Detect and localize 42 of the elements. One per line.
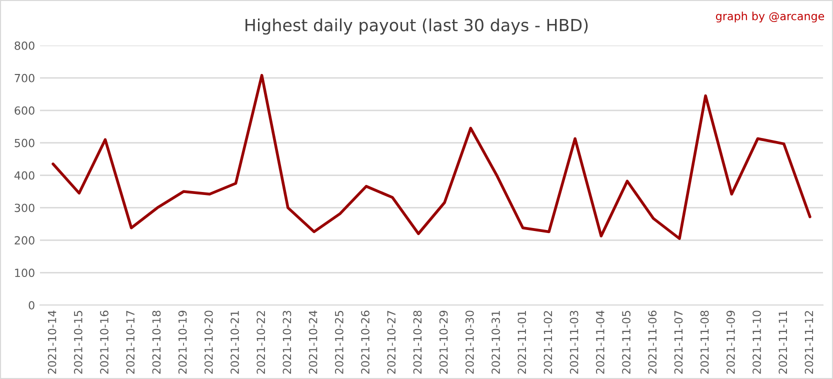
x-tick-label: 2021-11-03 [570,310,578,374]
x-tick-label: 2021-11-01 [518,310,526,374]
chart-title: Highest daily payout (last 30 days - HBD) [246,18,588,35]
x-tick-label: 2021-10-20 [204,310,213,374]
x-tick-label: 2021-10-15 [74,310,82,374]
y-tick-label: 200 [14,236,34,245]
x-tick-label: 2021-10-21 [230,310,239,374]
x-tick-label: 2021-10-23 [282,310,292,374]
x-tick-label: 2021-10-22 [256,311,266,374]
x-tick-label: 2021-11-05 [622,310,630,374]
x-tick-label: 2021-10-18 [152,310,161,374]
x-tick-label: 2021-11-12 [804,311,814,374]
x-tick-label: 2021-10-25 [334,310,344,374]
y-tick-label: 0 [28,301,34,310]
y-tick-label: 800 [14,41,34,50]
x-tick-label: 2021-10-28 [413,310,422,374]
y-tick-label: 300 [14,204,34,212]
y-tick-label: 500 [14,138,34,148]
x-tick-label: 2021-11-07 [674,310,683,374]
x-tick-label: 2021-11-09 [726,310,735,374]
y-tick-label: 100 [15,268,34,278]
x-tick-label: 2021-11-10 [752,310,761,374]
x-tick-label: 2021-10-14 [48,310,56,374]
x-tick-label: 2021-11-11 [778,310,788,374]
x-tick-label: 2021-10-30 [465,310,474,374]
x-tick-label: 2021-11-06 [648,310,657,374]
line-series [52,74,812,240]
x-tick-label: 2021-11-08 [700,310,709,374]
x-tick-label: 2021-11-02 [544,311,552,374]
x-tick-label: 2021-10-27 [387,310,396,374]
x-tick-label: 2021-10-19 [178,310,187,374]
y-tick-label: 700 [14,74,34,82]
x-tick-label: 2021-11-04 [596,310,604,374]
y-tick-label: 400 [14,171,34,180]
x-tick-label: 2021-10-29 [439,310,448,374]
x-tick-label: 2021-10-17 [126,310,135,374]
text: graph by @arcange [716,12,824,22]
x-tick-label: 2021-10-24 [308,310,318,374]
x-tick-label: 2021-10-31 [492,310,500,374]
x-tick-label: 2021-10-26 [361,310,370,374]
x-tick-label: 2021-10-16 [100,310,108,374]
y-tick-label: 600 [14,106,34,115]
